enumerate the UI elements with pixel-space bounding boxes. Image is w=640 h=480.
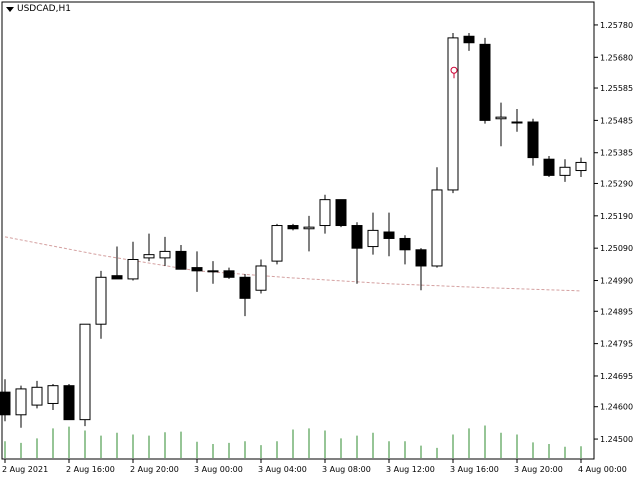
candle-bull bbox=[511, 121, 523, 124]
candle-bull bbox=[575, 161, 587, 172]
triangle-down-icon[interactable] bbox=[6, 6, 14, 12]
price-tick-label: 1.24895 bbox=[600, 307, 633, 316]
price-tick-label: 1.25780 bbox=[600, 21, 633, 30]
chart-frame bbox=[1, 1, 595, 460]
candle-bull bbox=[79, 323, 91, 421]
time-tick-label: 4 Aug 00:00 bbox=[578, 465, 627, 474]
candle-bull bbox=[127, 259, 139, 280]
moving-average-layer bbox=[4, 236, 582, 292]
candle-bull bbox=[207, 270, 219, 273]
candle-bull bbox=[47, 385, 59, 404]
candle-bear bbox=[415, 249, 427, 267]
time-tick-label: 2 Aug 16:00 bbox=[66, 465, 115, 474]
price-tick-label: 1.25190 bbox=[600, 212, 633, 221]
candle-bear bbox=[479, 43, 491, 121]
candle-bull bbox=[559, 166, 571, 176]
price-tick-label: 1.24500 bbox=[600, 435, 633, 444]
candle-bull bbox=[143, 254, 155, 259]
alert-circle-icon bbox=[450, 66, 458, 79]
volume-histogram bbox=[4, 425, 582, 458]
candle-bear bbox=[335, 199, 347, 227]
candle-bear bbox=[0, 391, 11, 416]
price-tick-label: 1.24795 bbox=[600, 340, 633, 349]
candle-bull bbox=[431, 189, 443, 267]
time-tick-label: 3 Aug 00:00 bbox=[194, 465, 243, 474]
candle-bull bbox=[255, 265, 267, 291]
candle-bear bbox=[63, 385, 75, 421]
candle-bear bbox=[527, 121, 539, 159]
price-tick-label: 1.25385 bbox=[600, 149, 633, 158]
candle-bear bbox=[543, 158, 555, 176]
candle-bull bbox=[15, 388, 27, 416]
candle-bull bbox=[447, 37, 459, 191]
candle-bear bbox=[351, 225, 363, 249]
price-tick-label: 1.25585 bbox=[600, 84, 633, 93]
candle-bear bbox=[399, 237, 411, 251]
candle-bear bbox=[175, 250, 187, 270]
price-tick-label: 1.24990 bbox=[600, 277, 633, 286]
candles-layer bbox=[0, 33, 587, 428]
candle-bear bbox=[191, 267, 203, 272]
time-tick-label: 2 Aug 20:00 bbox=[130, 465, 179, 474]
time-tick-label: 3 Aug 08:00 bbox=[322, 465, 371, 474]
candle-bear bbox=[463, 35, 475, 44]
candle-bear bbox=[223, 270, 235, 278]
candle-bull bbox=[367, 229, 379, 248]
price-tick-label: 1.24695 bbox=[600, 372, 633, 381]
candle-bull bbox=[159, 250, 171, 259]
time-tick-label: 3 Aug 20:00 bbox=[514, 465, 563, 474]
price-tick-label: 1.25290 bbox=[600, 179, 633, 188]
price-tick-label: 1.24600 bbox=[600, 403, 633, 412]
price-tick-label: 1.25680 bbox=[600, 53, 633, 62]
moving-average-line bbox=[4, 236, 582, 292]
candle-bull bbox=[31, 386, 43, 406]
symbol-text: USDCAD,H1 bbox=[17, 4, 71, 14]
candle-bear bbox=[239, 276, 251, 299]
candle-bear bbox=[111, 275, 123, 280]
candle-bull bbox=[319, 199, 331, 227]
candle-bull bbox=[303, 226, 315, 230]
time-tick-label: 3 Aug 16:00 bbox=[450, 465, 499, 474]
candle-bull bbox=[495, 116, 507, 120]
candle-bear bbox=[287, 225, 299, 230]
time-tick-label: 2 Aug 2021 bbox=[2, 465, 48, 474]
candle-bull bbox=[95, 276, 107, 325]
time-tick-label: 3 Aug 04:00 bbox=[258, 465, 307, 474]
candle-bear bbox=[383, 231, 395, 239]
price-tick-label: 1.25090 bbox=[600, 244, 633, 253]
time-tick-label: 3 Aug 12:00 bbox=[386, 465, 435, 474]
candle-bull bbox=[271, 225, 283, 262]
price-tick-label: 1.25485 bbox=[600, 116, 633, 125]
symbol-label[interactable]: USDCAD,H1 bbox=[6, 4, 71, 14]
